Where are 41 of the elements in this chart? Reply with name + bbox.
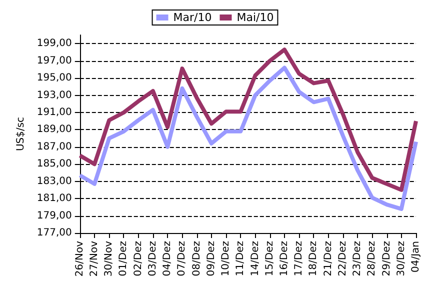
y-tick-label: 197,00 xyxy=(36,55,72,66)
x-tick-label: 28/Dez xyxy=(366,241,378,276)
y-tick-label: 193,00 xyxy=(36,90,72,101)
y-tick-label: 179,00 xyxy=(36,210,72,222)
x-tick-label: 01/Dez xyxy=(118,241,130,276)
y-tick-label: 199,00 xyxy=(36,38,72,50)
line-series xyxy=(78,48,418,192)
x-tick-label: 04/Jan xyxy=(410,241,422,273)
x-tick-label: 16/Dez xyxy=(278,241,290,276)
x-tick-label: 21/Dez xyxy=(322,241,334,276)
x-tick-label: 15/Dez xyxy=(264,241,276,276)
x-tick-label: 07/Dez xyxy=(176,241,188,276)
x-tick-label: 23/Dez xyxy=(352,241,364,276)
x-tick-label: 14/Dez xyxy=(250,241,261,276)
x-tick-label: 26/Nov xyxy=(74,240,86,277)
y-tick-label: 185,00 xyxy=(36,158,72,170)
x-tick-label: 18/Dez xyxy=(308,241,320,276)
y-tick-label: 191,00 xyxy=(36,106,72,118)
x-tick-label: 11/Dez xyxy=(235,241,246,276)
x-tick-label: 03/Dez xyxy=(147,241,158,276)
x-tick-label: 30/Nov xyxy=(104,240,115,277)
x-tick-label: 04/Dez xyxy=(162,241,174,276)
legend-label: Mai/10 xyxy=(236,11,274,24)
y-tick-label: 177,00 xyxy=(36,228,72,238)
y-tick-label: 187,00 xyxy=(36,141,72,152)
y-axis-title: US$/sc xyxy=(16,116,26,152)
y-tick-label: 195,00 xyxy=(36,72,72,84)
x-tick-label: 02/Dez xyxy=(132,241,144,276)
x-tick-label: 08/Dez xyxy=(191,241,202,276)
x-tick-label: 27/Nov xyxy=(89,240,100,277)
line-series xyxy=(78,66,418,211)
x-tick-label: 29/Dez xyxy=(381,241,392,276)
x-tick-label: 30/Dez xyxy=(396,241,407,276)
y-tick-label: 181,00 xyxy=(36,193,72,204)
y-tick-label: 183,00 xyxy=(36,176,72,187)
x-tick-label: 17/Dez xyxy=(294,241,305,276)
x-tick-label: 10/Dez xyxy=(220,241,232,276)
legend-label: Mar/10 xyxy=(173,11,212,24)
x-tick-label: 09/Dez xyxy=(206,241,217,276)
x-tick-label: 22/Dez xyxy=(337,241,348,276)
y-tick-label: 189,00 xyxy=(36,124,72,136)
